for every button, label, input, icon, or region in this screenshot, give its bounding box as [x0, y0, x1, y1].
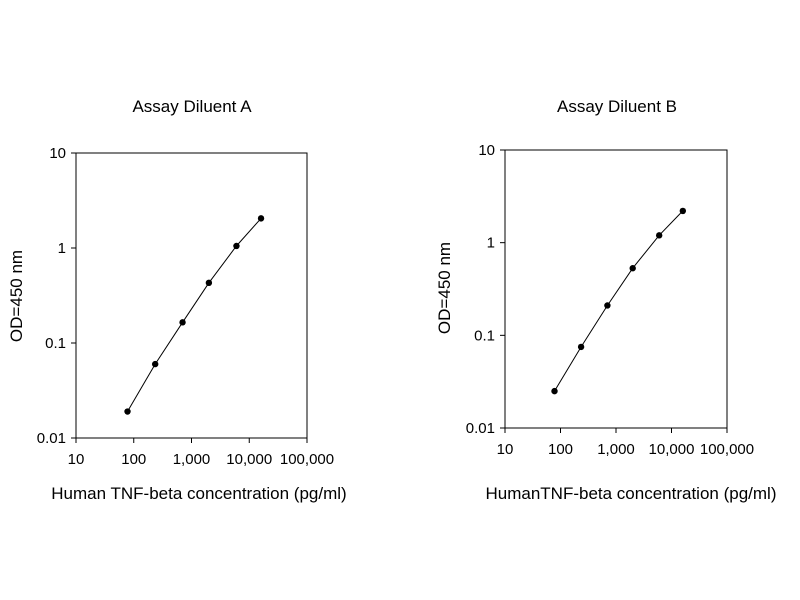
data-point [257, 215, 265, 222]
x-tick-label: 10 [68, 451, 85, 468]
chart-title: Assay Diluent B [557, 97, 677, 116]
x-tick-label: 10 [497, 441, 514, 458]
x-tick-label: 1,000 [173, 451, 211, 468]
y-tick-label: 0.1 [45, 335, 66, 352]
y-axis-label: OD=450 nm [435, 242, 454, 334]
data-point [233, 242, 240, 250]
chart-assay-diluent-a: Assay Diluent A Human TNF-beta concentra… [7, 97, 347, 503]
series-line [127, 218, 262, 412]
chart-title: Assay Diluent A [132, 97, 252, 116]
x-tick-label: 10,000 [649, 441, 695, 458]
x-axis-label: Human TNF-beta concentration (pg/ml) [51, 484, 346, 503]
y-tick-label: 0.1 [474, 327, 495, 344]
x-tick-label: 100 [121, 451, 146, 468]
y-tick-label: 0.01 [466, 420, 495, 437]
y-tick-label: 10 [478, 142, 495, 159]
series-line [554, 210, 684, 392]
chart-assay-diluent-b: Assay Diluent B HumanTNF-beta concentrat… [435, 97, 777, 503]
data-point [551, 387, 558, 395]
data-point [124, 408, 131, 415]
x-tick-label: 100,000 [700, 441, 754, 458]
y-axis-label: OD=450 nm [7, 250, 26, 342]
y-tick-label: 1 [58, 240, 66, 257]
y-tick-label: 1 [487, 235, 495, 252]
y-tick-label: 0.01 [37, 430, 66, 447]
data-point [604, 302, 611, 309]
x-tick-label: 10,000 [226, 451, 272, 468]
plot-frame [75, 152, 308, 439]
x-axis-label: HumanTNF-beta concentration (pg/ml) [485, 484, 776, 503]
y-tick-label: 10 [49, 145, 66, 162]
x-tick-label: 100,000 [280, 451, 334, 468]
data-point [179, 319, 186, 326]
x-tick-label: 1,000 [597, 441, 635, 458]
plot-frame [504, 149, 728, 429]
data-point [577, 343, 585, 351]
data-point [679, 207, 687, 215]
x-tick-label: 100 [548, 441, 573, 458]
data-point [151, 360, 159, 368]
data-point [655, 232, 663, 239]
data-point [629, 265, 636, 272]
data-point [205, 279, 213, 287]
